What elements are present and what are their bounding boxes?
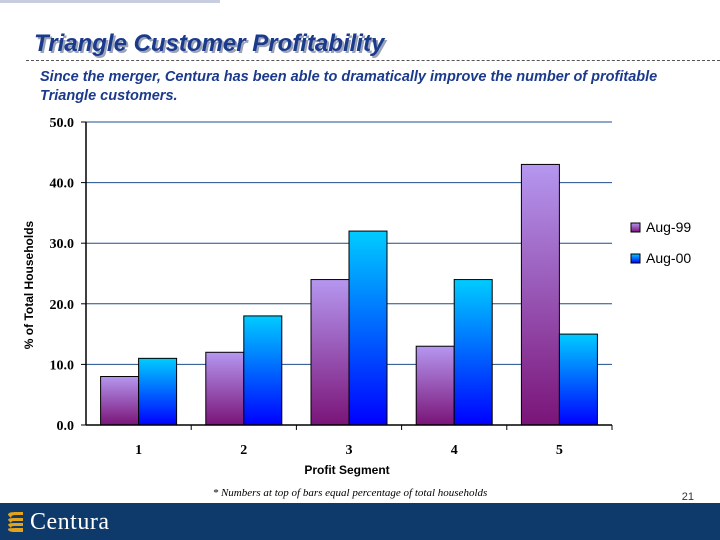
title-underline	[26, 60, 720, 61]
bar-aug-99	[205, 351, 245, 426]
footer-band: Centura	[0, 503, 720, 540]
bar-aug-00	[243, 315, 283, 426]
x-tick-label: 5	[556, 443, 563, 458]
y-tick-labels: 0.0 10.0 20.0 30.0 40.0 50.0	[50, 116, 86, 434]
y-tick-label: 20.0	[50, 298, 75, 313]
x-axis-label: Profit Segment	[304, 463, 389, 477]
y-tick-label: 10.0	[50, 358, 75, 373]
bar-aug-00	[348, 230, 388, 426]
x-tick-label: 3	[346, 443, 353, 458]
bar-aug-00	[138, 357, 178, 426]
legend-label: Aug-00	[646, 250, 691, 266]
bar-aug-00	[558, 333, 598, 426]
x-tick-label: 1	[135, 443, 142, 458]
top-accent-rule	[0, 0, 220, 3]
y-tick-label: 0.0	[57, 419, 75, 434]
y-tick-label: 40.0	[50, 177, 75, 192]
y-tick-label: 50.0	[50, 116, 75, 131]
x-tick-label: 2	[240, 443, 247, 458]
bar-aug-00	[453, 279, 493, 426]
legend-swatch	[630, 253, 641, 264]
legend: Aug-99 Aug-00	[630, 219, 691, 266]
slide-subtitle: Since the merger, Centura has been able …	[40, 69, 658, 104]
bar-aug-99	[520, 163, 560, 426]
centura-logo-icon	[8, 512, 23, 532]
page-number: 21	[681, 491, 694, 503]
footnote: * Numbers at top of bars equal percentag…	[212, 487, 488, 499]
bars	[100, 163, 598, 426]
bar-aug-99	[100, 376, 140, 426]
bar-aug-99	[415, 345, 455, 426]
y-axis-label: % of Total Households	[22, 220, 36, 349]
logo-wordmark: Centura	[30, 508, 110, 535]
bar-aug-99	[310, 279, 350, 426]
x-tick-labels: 1 2 3 4 5	[135, 425, 613, 458]
centura-logo: Centura	[6, 509, 109, 535]
slide-title: Triangle Customer Profitability	[34, 30, 385, 57]
x-tick-label: 4	[451, 443, 458, 458]
legend-swatch	[630, 222, 641, 233]
y-tick-label: 30.0	[50, 237, 75, 252]
legend-label: Aug-99	[646, 219, 691, 235]
